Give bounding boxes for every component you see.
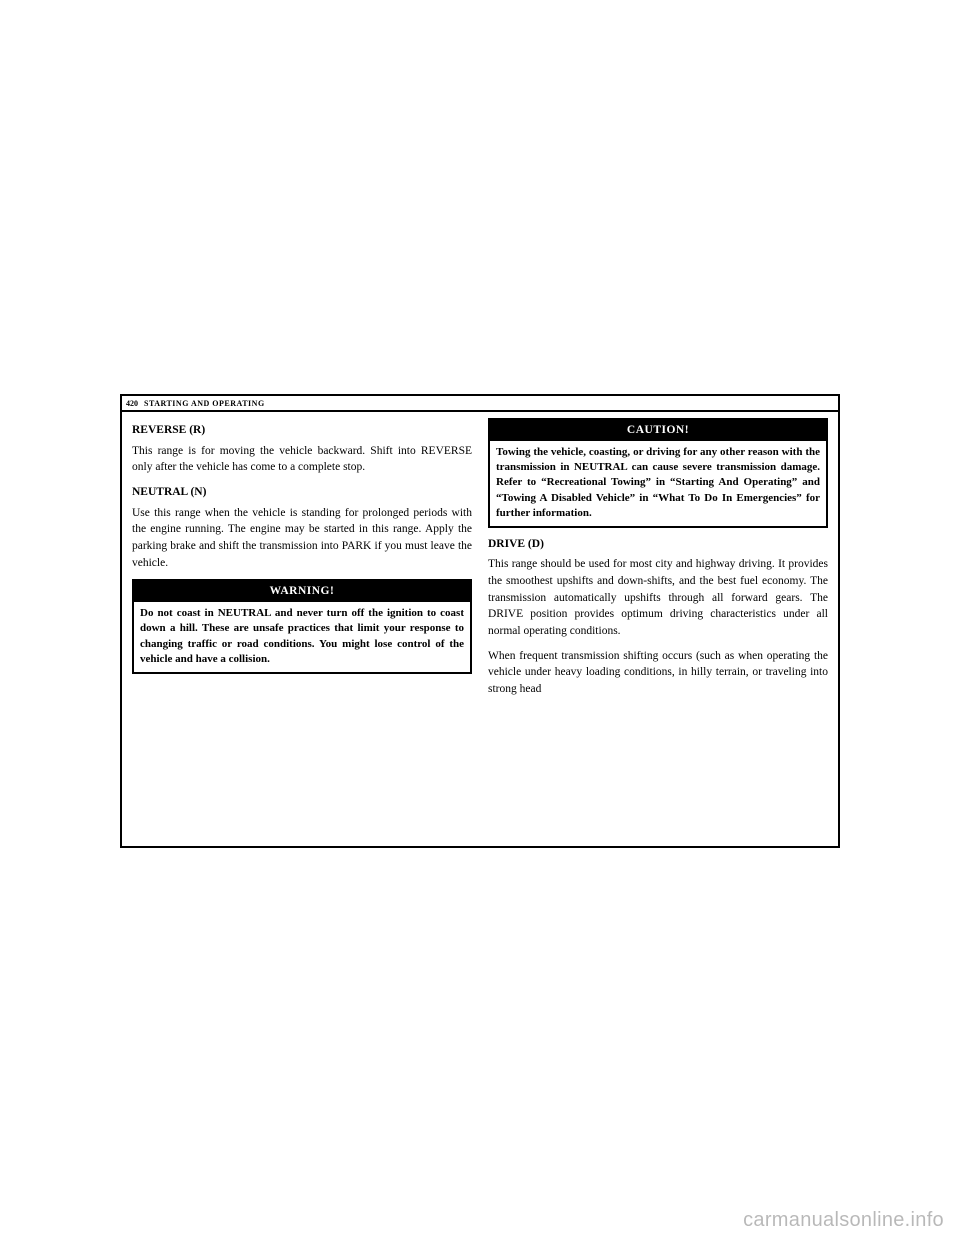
caution-title: CAUTION!	[490, 420, 826, 441]
heading-drive: DRIVE (D)	[488, 536, 828, 553]
warning-title: WARNING!	[134, 581, 470, 602]
content-frame: 420 STARTING AND OPERATING REVERSE (R) T…	[120, 394, 840, 848]
paragraph-drive-1: This range should be used for most city …	[488, 556, 828, 639]
right-column: CAUTION! Towing the vehicle, coasting, o…	[488, 418, 828, 838]
heading-reverse: REVERSE (R)	[132, 422, 472, 439]
heading-neutral: NEUTRAL (N)	[132, 484, 472, 501]
section-title: STARTING AND OPERATING	[144, 399, 265, 408]
left-column: REVERSE (R) This range is for moving the…	[132, 418, 472, 838]
warning-box: WARNING! Do not coast in NEUTRAL and nev…	[132, 579, 472, 673]
page-header: 420 STARTING AND OPERATING	[122, 396, 838, 412]
paragraph-reverse: This range is for moving the vehicle bac…	[132, 443, 472, 476]
warning-body: Do not coast in NEUTRAL and never turn o…	[134, 602, 470, 672]
caution-body: Towing the vehicle, coasting, or driving…	[490, 441, 826, 526]
two-column-layout: REVERSE (R) This range is for moving the…	[122, 412, 838, 846]
page-number: 420	[126, 399, 138, 408]
paragraph-neutral: Use this range when the vehicle is stand…	[132, 505, 472, 572]
caution-box: CAUTION! Towing the vehicle, coasting, o…	[488, 418, 828, 528]
paragraph-drive-2: When frequent transmission shifting occu…	[488, 648, 828, 698]
manual-page: 420 STARTING AND OPERATING REVERSE (R) T…	[0, 0, 960, 1242]
watermark-text: carmanualsonline.info	[743, 1209, 944, 1232]
